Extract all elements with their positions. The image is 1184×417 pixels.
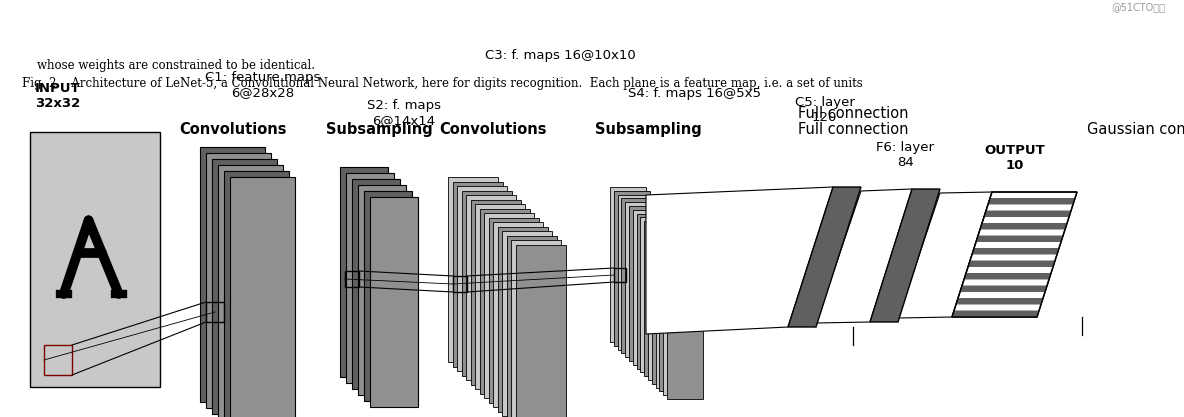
Bar (610, 187, 646, 342)
Bar (363, 191, 412, 401)
Polygon shape (952, 192, 1077, 317)
Polygon shape (870, 189, 940, 322)
Bar (457, 186, 507, 371)
Bar (484, 213, 534, 398)
Polygon shape (984, 211, 1072, 217)
Polygon shape (987, 198, 1075, 204)
Bar (632, 210, 669, 365)
Polygon shape (816, 189, 912, 323)
Bar (224, 171, 289, 417)
Text: C3: f. maps 16@10x10: C3: f. maps 16@10x10 (485, 48, 636, 61)
Text: Full connection: Full connection (798, 106, 908, 121)
Text: S4: f. maps 16@5x5: S4: f. maps 16@5x5 (629, 87, 761, 100)
Bar (206, 153, 271, 408)
Bar (663, 240, 700, 395)
Text: Gaussian connections: Gaussian connections (1087, 122, 1184, 137)
Bar (644, 221, 680, 376)
Bar (667, 244, 703, 399)
Bar (515, 244, 566, 417)
Bar (218, 165, 283, 417)
Polygon shape (960, 286, 1047, 292)
Bar (346, 173, 394, 383)
Bar (497, 226, 547, 412)
Polygon shape (955, 298, 1043, 304)
Bar (466, 195, 516, 380)
Bar (614, 268, 626, 282)
Bar (206, 302, 224, 322)
Text: Fig. 2.   Architecture of LeNet-5, a Convolutional Neural Network, here for digi: Fig. 2. Architecture of LeNet-5, a Convo… (22, 77, 863, 90)
Bar (629, 206, 665, 361)
Bar (352, 179, 400, 389)
Bar (345, 271, 359, 287)
Bar (340, 167, 388, 377)
Text: C5: layer
120: C5: layer 120 (794, 96, 855, 124)
Text: @51CTO扯客: @51CTO扯客 (1111, 2, 1165, 12)
Polygon shape (646, 187, 834, 334)
Polygon shape (969, 261, 1055, 267)
Text: C1: feature maps
6@28x28: C1: feature maps 6@28x28 (205, 71, 320, 99)
Bar (613, 191, 650, 346)
Text: whose weights are constrained to be identical.: whose weights are constrained to be iden… (22, 59, 315, 72)
Bar (641, 217, 676, 372)
Bar (358, 185, 406, 395)
Bar (44, 345, 72, 375)
Bar (618, 195, 654, 349)
Polygon shape (980, 223, 1067, 229)
Bar (648, 225, 684, 380)
Bar (475, 204, 525, 389)
Bar (452, 181, 502, 367)
Polygon shape (964, 273, 1051, 279)
Polygon shape (897, 192, 992, 318)
Bar (212, 159, 277, 414)
Text: Full connection: Full connection (798, 122, 908, 137)
Bar (200, 147, 265, 402)
Polygon shape (976, 236, 1063, 242)
Polygon shape (972, 248, 1058, 254)
Bar (656, 233, 691, 387)
Bar (511, 240, 561, 417)
Text: F6: layer
84: F6: layer 84 (876, 141, 934, 169)
Bar (625, 202, 661, 357)
Bar (622, 198, 657, 353)
Bar (453, 276, 466, 292)
Bar (230, 177, 295, 417)
Text: INPUT
32x32: INPUT 32x32 (36, 82, 81, 110)
Bar (369, 197, 418, 407)
Bar (493, 222, 543, 407)
Bar (659, 236, 695, 392)
Polygon shape (952, 311, 1040, 317)
Polygon shape (789, 187, 861, 327)
Text: Subsampling: Subsampling (594, 122, 701, 137)
Bar (489, 218, 539, 402)
Bar (470, 199, 521, 384)
Bar (637, 214, 673, 369)
Bar (507, 236, 556, 417)
Bar (448, 177, 498, 362)
Text: Convolutions: Convolutions (439, 122, 547, 137)
Text: Convolutions: Convolutions (179, 122, 287, 137)
Bar (502, 231, 552, 416)
Bar (462, 191, 511, 375)
Bar (652, 229, 688, 384)
Bar (30, 132, 160, 387)
Bar (480, 208, 529, 394)
Text: S2: f. maps
6@14x14: S2: f. maps 6@14x14 (367, 99, 440, 127)
Text: OUTPUT
10: OUTPUT 10 (984, 144, 1044, 172)
Text: Subsampling: Subsampling (326, 122, 432, 137)
